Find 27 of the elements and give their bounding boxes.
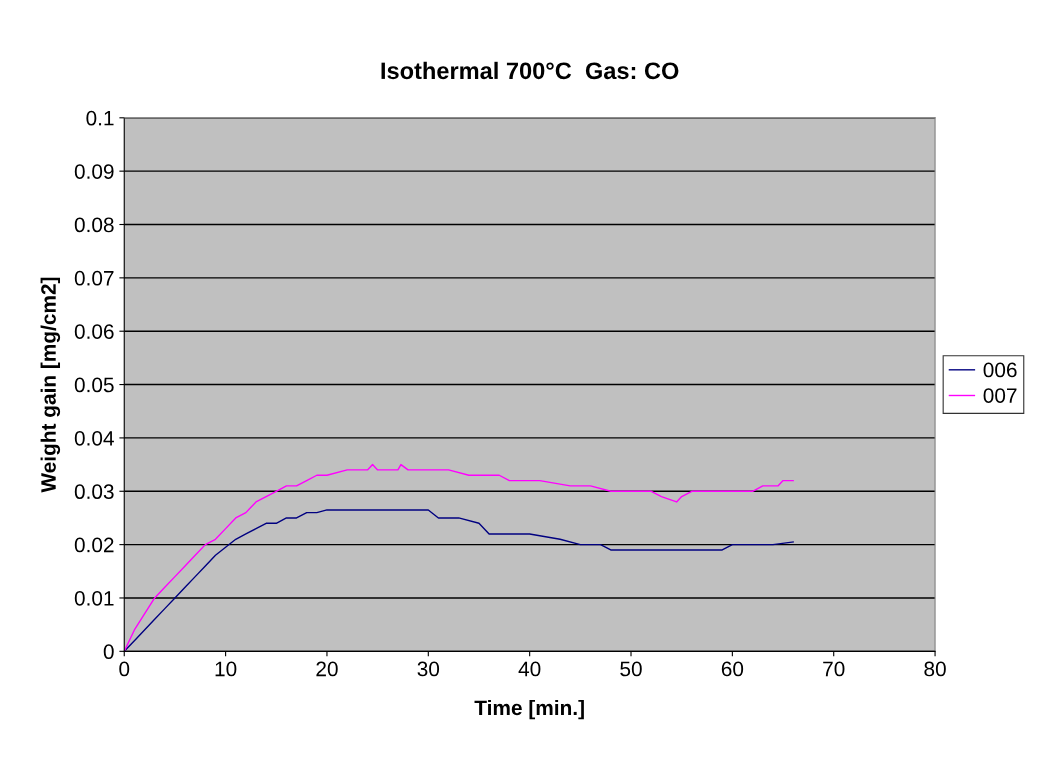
x-tick-label: 20 <box>316 661 338 677</box>
y-tick-label: 0.09 <box>74 164 114 179</box>
legend-label: 006 <box>983 362 1017 378</box>
y-tick-label: 0.01 <box>74 590 114 606</box>
line-series <box>124 463 794 652</box>
y-tick-label: 0.02 <box>74 537 114 553</box>
x-tick-label: 40 <box>518 661 541 677</box>
y-tick-label: 0.08 <box>74 217 114 233</box>
y-tick-label: 0.04 <box>74 430 114 446</box>
x-tick-label: 60 <box>721 661 744 677</box>
y-tick-label: 0.05 <box>74 377 114 393</box>
y-tick-label: 0.06 <box>74 324 114 339</box>
line-series <box>124 509 794 652</box>
y-tick-label: 0.07 <box>74 270 114 286</box>
y-tick-label: 0 <box>103 644 114 660</box>
legend-label: 007 <box>983 388 1017 403</box>
x-tick-label: 0 <box>119 661 130 677</box>
x-tick-label: 10 <box>215 661 237 677</box>
x-tick-label: 50 <box>620 661 642 677</box>
x-tick-label: 70 <box>823 661 845 677</box>
chart-title: Isothermal 700°C Gas: CO <box>381 61 679 80</box>
x-axis-title: Time [min.] <box>474 699 584 720</box>
x-tick-label: 80 <box>924 661 946 677</box>
y-axis-title: Weight gain [mg/cm2] <box>40 277 61 493</box>
y-tick-label: 0.1 <box>86 110 114 126</box>
y-tick-label: 0.03 <box>74 484 114 500</box>
x-tick-label: 30 <box>417 661 440 677</box>
